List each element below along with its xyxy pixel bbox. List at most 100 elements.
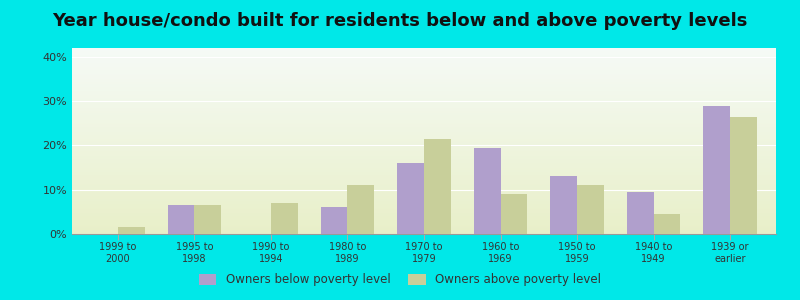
Bar [72, 126, 776, 127]
Bar [72, 64, 776, 65]
Bar [347, 185, 374, 234]
Bar [72, 202, 776, 203]
Bar [72, 191, 776, 192]
Text: Year house/condo built for residents below and above poverty levels: Year house/condo built for residents bel… [52, 12, 748, 30]
Bar [72, 127, 776, 128]
Bar [72, 165, 776, 166]
Bar [72, 148, 776, 149]
Bar [72, 123, 776, 124]
Bar [72, 167, 776, 168]
Bar [72, 104, 776, 105]
Bar [72, 224, 776, 225]
Bar [72, 134, 776, 135]
Bar [72, 130, 776, 131]
Bar [72, 145, 776, 146]
Bar [72, 190, 776, 191]
Bar [72, 139, 776, 140]
Bar [72, 136, 776, 137]
Bar [72, 199, 776, 200]
Bar [72, 171, 776, 172]
Bar [72, 135, 776, 136]
Bar [72, 111, 776, 112]
Bar [72, 66, 776, 67]
Bar [72, 56, 776, 57]
Bar [118, 227, 145, 234]
Bar [72, 207, 776, 208]
Bar [72, 142, 776, 143]
Bar [72, 226, 776, 227]
Bar [72, 233, 776, 234]
Bar [72, 143, 776, 144]
Bar [72, 230, 776, 231]
Bar [72, 113, 776, 114]
Bar [72, 203, 776, 204]
Legend: Owners below poverty level, Owners above poverty level: Owners below poverty level, Owners above… [194, 269, 606, 291]
Bar [72, 170, 776, 171]
Bar [72, 194, 776, 195]
Bar [72, 70, 776, 71]
Bar [398, 163, 424, 234]
Bar [72, 213, 776, 214]
Bar [72, 63, 776, 64]
Bar [72, 175, 776, 176]
Bar [72, 209, 776, 210]
Bar [72, 168, 776, 169]
Bar [271, 203, 298, 234]
Bar [72, 121, 776, 122]
Bar [703, 106, 730, 234]
Bar [72, 73, 776, 74]
Bar [72, 65, 776, 66]
Bar [72, 76, 776, 77]
Bar [72, 204, 776, 205]
Bar [72, 94, 776, 95]
Bar [72, 210, 776, 211]
Bar [72, 87, 776, 88]
Bar [72, 206, 776, 207]
Bar [72, 220, 776, 221]
Bar [72, 150, 776, 151]
Bar [72, 215, 776, 216]
Bar [72, 95, 776, 96]
Bar [72, 84, 776, 85]
Bar [72, 212, 776, 213]
Bar [72, 115, 776, 116]
Bar [72, 61, 776, 62]
Bar [72, 154, 776, 155]
Bar [72, 166, 776, 167]
Bar [72, 189, 776, 190]
Bar [72, 184, 776, 185]
Bar [321, 207, 347, 234]
Bar [424, 139, 450, 234]
Bar [72, 132, 776, 133]
Bar [194, 205, 222, 234]
Bar [72, 176, 776, 177]
Bar [72, 107, 776, 109]
Bar [72, 163, 776, 164]
Bar [72, 196, 776, 197]
Bar [72, 158, 776, 159]
Bar [72, 133, 776, 134]
Bar [72, 101, 776, 102]
Bar [72, 83, 776, 84]
Bar [72, 116, 776, 117]
Bar [72, 85, 776, 86]
Bar [72, 202, 776, 203]
Bar [72, 229, 776, 230]
Bar [72, 180, 776, 181]
Bar [72, 119, 776, 120]
Bar [72, 151, 776, 152]
Bar [72, 102, 776, 103]
Bar [72, 232, 776, 233]
Bar [72, 109, 776, 110]
Bar [72, 106, 776, 107]
Bar [501, 194, 527, 234]
Bar [72, 228, 776, 229]
Bar [72, 82, 776, 83]
Bar [72, 192, 776, 193]
Bar [72, 208, 776, 209]
Bar [626, 192, 654, 234]
Bar [72, 193, 776, 194]
Bar [72, 78, 776, 79]
Bar [72, 147, 776, 148]
Bar [72, 72, 776, 73]
